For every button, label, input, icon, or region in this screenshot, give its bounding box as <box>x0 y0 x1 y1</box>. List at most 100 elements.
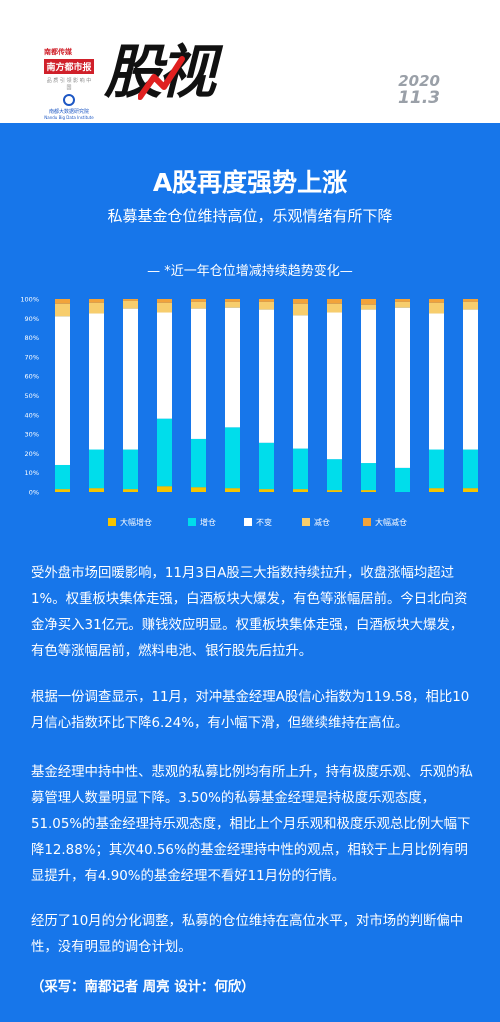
legend-swatch <box>188 518 196 526</box>
bar-segment-3-col-2 <box>89 313 104 450</box>
bar-segment-1-col-5 <box>191 487 206 492</box>
y-tick-label: 20% <box>25 450 39 458</box>
bar-segment-4-col-2 <box>89 302 104 314</box>
legend-label: 增仓 <box>200 517 216 527</box>
bar-segment-4-col-12 <box>429 302 444 314</box>
bar-segment-4-col-3 <box>123 300 138 309</box>
brand-title: 股视 <box>104 38 216 106</box>
bar-segment-4-col-4 <box>157 302 172 313</box>
bar-segment-5-col-2 <box>89 299 104 303</box>
bar-segment-4-col-1 <box>55 303 70 317</box>
legend-label: 不变 <box>256 517 272 527</box>
bar-segment-3-col-6 <box>225 307 240 428</box>
legend-swatch <box>108 518 116 526</box>
bar-segment-3-col-5 <box>191 308 206 439</box>
y-tick-label: 70% <box>25 353 39 361</box>
y-tick-label: 80% <box>25 334 39 342</box>
bar-segment-2-col-10 <box>361 463 376 491</box>
legend-swatch <box>302 518 310 526</box>
bar-segment-2-col-8 <box>293 448 308 490</box>
credit-line: （采写：南都记者 周亮 设计：何欣） <box>31 980 255 995</box>
legend-label: 大幅增仓 <box>120 517 152 527</box>
bar-segment-5-col-3 <box>123 299 138 301</box>
bar-segment-3-col-4 <box>157 312 172 419</box>
logo-paper-name: 南方都市报 <box>44 59 94 74</box>
bar-segment-2-col-1 <box>55 464 70 490</box>
bar-segment-5-col-6 <box>225 299 240 302</box>
legend-swatch <box>363 518 371 526</box>
y-tick-label: 30% <box>25 431 39 439</box>
bar-segment-1-col-9 <box>327 490 342 492</box>
header: 南都传媒 南方都市报 品 质 引 领 影 响 中 国 南都大数据研究院 Nand… <box>0 0 500 123</box>
bar-segment-5-col-10 <box>361 299 376 305</box>
bar-segment-5-col-5 <box>191 299 206 302</box>
chart-title: — *近一年仓位增减持续趋势变化— <box>147 264 353 279</box>
y-tick-label: 50% <box>25 392 39 400</box>
bar-segment-4-col-11 <box>395 301 410 308</box>
stacked-bar-chart: 0% 10% 20% 30% 40% 50% 60% 70% 80% 90% 100% 大幅增仓 增仓 不… <box>20 296 478 527</box>
bar-segment-4-col-13 <box>463 301 478 310</box>
logo-tagline: 品 质 引 领 影 响 中 国 <box>46 78 92 91</box>
bar-segment-1-col-8 <box>293 489 308 492</box>
bar-segment-4-col-6 <box>225 301 240 308</box>
bar-segment-3-col-3 <box>123 308 138 450</box>
bar-segment-1-col-4 <box>157 486 172 492</box>
bar-segment-3-col-1 <box>55 316 70 465</box>
bar-segment-4-col-9 <box>327 303 342 313</box>
bar-segment-3-col-7 <box>259 309 274 443</box>
y-tick-label: 90% <box>25 315 39 323</box>
paragraph-3: 基金经理中持中性、悲观的私募比例均有所上升，持有极度乐观、乐观的私募管理人数量明… <box>31 765 473 884</box>
bar-segment-1-col-10 <box>361 490 376 492</box>
bar-segment-4-col-7 <box>259 301 274 310</box>
bar-segment-1-col-12 <box>429 488 444 492</box>
bar-segment-2-col-11 <box>395 467 410 492</box>
bar-segment-1-col-3 <box>123 489 138 492</box>
bar-segment-2-col-9 <box>327 459 342 491</box>
bar-segment-3-col-10 <box>361 309 376 464</box>
bar-segment-4-col-10 <box>361 304 376 310</box>
bar-segment-5-col-1 <box>55 299 70 304</box>
bar-segment-4-col-8 <box>293 303 308 316</box>
bar-segment-1-col-6 <box>225 488 240 492</box>
bar-segment-5-col-12 <box>429 299 444 303</box>
bar-segment-5-col-4 <box>157 299 172 303</box>
bar-segment-3-col-12 <box>429 313 444 450</box>
legend-label: 大幅减仓 <box>375 517 407 527</box>
y-tick-label: 0% <box>29 489 39 497</box>
bar-segment-2-col-13 <box>463 449 478 489</box>
y-tick-label: 100% <box>20 296 39 304</box>
paragraph-2: 根据一份调查显示，11月，对冲基金经理A股信心指数为119.58，相比10月信心… <box>31 690 470 731</box>
bar-segment-2-col-3 <box>123 449 138 490</box>
globe-icon <box>63 94 75 106</box>
bar-segment-2-col-4 <box>157 418 172 487</box>
bar-segment-2-col-12 <box>429 449 444 489</box>
bar-segment-1-col-7 <box>259 489 274 492</box>
legend-label: 减仓 <box>314 517 330 527</box>
bar-segment-1-col-2 <box>89 488 104 492</box>
bar-segment-4-col-5 <box>191 301 206 309</box>
bar-segment-2-col-5 <box>191 438 206 488</box>
logo-group-name: 南都传媒 <box>44 48 72 56</box>
newspaper-logo: 南都传媒 南方都市报 品 质 引 领 影 响 中 国 南都大数据研究院 Nand… <box>44 47 94 120</box>
subheadline: 私募基金仓位维持高位，乐观情绪有所下降 <box>107 207 393 225</box>
paragraph-1: 受外盘市场回暖影响，11月3日A股三大指数持续拉升，收盘涨幅均超过1%。权重板块… <box>31 566 468 659</box>
rising-arrow-icon <box>138 56 185 100</box>
headline: A股再度强势上涨 <box>152 168 348 197</box>
bar-segment-5-col-13 <box>463 299 478 302</box>
legend-swatch <box>244 518 252 526</box>
bar-segment-5-col-11 <box>395 299 410 302</box>
bar-segment-2-col-7 <box>259 442 274 490</box>
bar-segment-1-col-1 <box>55 489 70 492</box>
paragraph-4: 经历了10月的分化调整，私募的仓位维持在高位水平，对市场的判断偏中性，没有明显的… <box>31 914 464 955</box>
logo-institute: 南都大数据研究院 <box>48 109 89 115</box>
bar-segment-3-col-13 <box>463 309 478 450</box>
y-tick-label: 40% <box>25 411 39 419</box>
date-year: 2020 <box>398 72 440 90</box>
bar-segment-3-col-8 <box>293 315 308 449</box>
bar-segment-2-col-6 <box>225 427 240 489</box>
bar-segment-5-col-7 <box>259 299 274 302</box>
bar-segment-2-col-2 <box>89 449 104 489</box>
y-tick-label: 10% <box>25 469 39 477</box>
bar-segment-3-col-11 <box>395 307 410 468</box>
y-tick-label: 60% <box>25 373 39 381</box>
